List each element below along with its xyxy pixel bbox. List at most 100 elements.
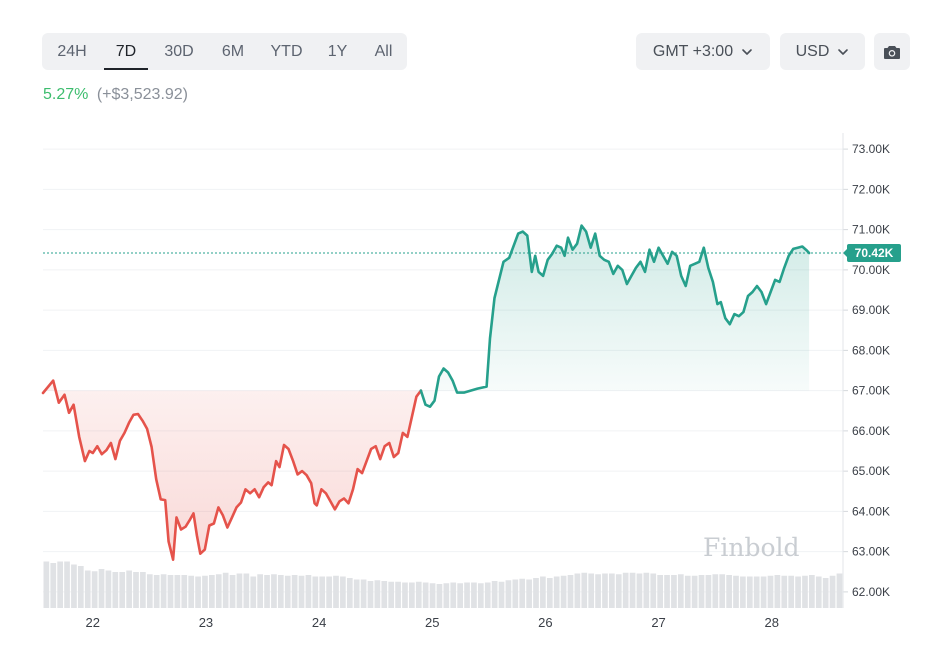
volume-bar: [174, 575, 181, 608]
volume-bar: [671, 575, 677, 608]
y-tick-label: 73.00K: [852, 142, 890, 156]
volume-bar: [822, 578, 829, 608]
volume-bar: [133, 572, 139, 608]
x-tick-label: 22: [86, 615, 100, 630]
volume-bar: [622, 572, 629, 608]
volume-bar: [691, 575, 698, 608]
volume-bar: [436, 584, 443, 608]
volume-bar: [643, 572, 650, 608]
volume-bar: [636, 573, 643, 608]
volume-bar: [491, 581, 498, 608]
volume-bar: [533, 578, 539, 608]
volume-bar: [112, 572, 119, 608]
change-absolute: (+$3,523.92): [96, 86, 189, 103]
volume-bar: [802, 575, 808, 608]
change-percent: 5.27%: [43, 86, 89, 103]
price-lines: [41, 224, 811, 561]
volume-bar: [477, 583, 484, 608]
volume-bar: [657, 575, 663, 608]
tab-7d[interactable]: 7D: [102, 33, 150, 70]
volume-bar: [664, 575, 670, 608]
volume-bar: [615, 574, 622, 608]
volume-bar: [119, 572, 126, 608]
volume-bar: [767, 575, 774, 608]
volume-bar: [353, 579, 360, 608]
timezone-dropdown[interactable]: GMT +3:00: [636, 33, 770, 70]
volume-bar: [388, 581, 395, 608]
volume-bar: [312, 576, 319, 608]
volume-bar: [160, 574, 167, 608]
volume-bar: [677, 574, 684, 608]
volume-bar: [719, 574, 726, 608]
volume-bars: [43, 561, 843, 608]
volume-bar: [243, 573, 250, 608]
timezone-label: GMT +3:00: [652, 42, 734, 60]
volume-bar: [540, 576, 546, 608]
volume-bar: [202, 575, 208, 608]
tab-6m[interactable]: 6M: [221, 43, 245, 60]
screenshot-button[interactable]: [874, 33, 910, 70]
volume-bar: [84, 570, 91, 608]
volume-bar: [305, 575, 312, 608]
volume-bar: [746, 576, 753, 608]
volume-bar: [409, 582, 415, 608]
volume-bar: [574, 573, 581, 608]
volume-bar: [98, 569, 105, 608]
volume-bar: [760, 576, 767, 608]
volume-bar: [726, 575, 732, 608]
volume-bar: [250, 576, 257, 608]
volume-bar: [277, 575, 284, 608]
finbold-watermark: Finbold: [703, 533, 800, 562]
current-price-marker: 70.42K: [43, 243, 901, 262]
time-range-tabs: 24H 7D 30D 6M YTD 1Y All: [42, 33, 407, 70]
volume-bar: [140, 572, 146, 608]
volume-bar: [298, 575, 305, 608]
price-change: 5.27% (+$3,523.92): [43, 86, 188, 104]
volume-bar: [64, 561, 70, 608]
volume-bar: [195, 576, 201, 608]
volume-bar: [684, 575, 691, 608]
currency-dropdown[interactable]: USD: [780, 33, 865, 70]
volume-bar: [815, 576, 822, 608]
volume-bar: [422, 582, 429, 608]
volume-bar: [774, 575, 781, 608]
tab-all[interactable]: All: [374, 43, 393, 60]
y-tick-label: 63.00K: [852, 545, 890, 559]
volume-bar: [215, 574, 222, 608]
volume-bar: [588, 573, 595, 608]
y-tick-label: 66.00K: [852, 424, 890, 438]
volume-bar: [609, 573, 615, 608]
tab-24h[interactable]: 24H: [57, 43, 87, 60]
volume-bar: [333, 575, 339, 608]
volume-bar: [546, 578, 553, 608]
tab-ytd[interactable]: YTD: [270, 43, 303, 60]
x-tick-label: 23: [199, 615, 213, 630]
y-tick-label: 65.00K: [852, 464, 890, 478]
volume-bar: [705, 575, 712, 608]
tab-1y[interactable]: 1Y: [327, 43, 348, 60]
volume-bar: [457, 583, 463, 608]
volume-bar: [346, 578, 353, 608]
volume-bar: [595, 574, 601, 608]
current-price-badge: [847, 243, 901, 262]
volume-bar: [740, 576, 746, 608]
volume-bar: [698, 575, 705, 608]
volume-bar: [788, 575, 795, 608]
volume-bar: [560, 575, 567, 608]
y-tick-label: 67.00K: [852, 384, 890, 398]
volume-bar: [753, 576, 760, 608]
volume-bar: [374, 580, 381, 608]
volume-bar: [340, 576, 346, 608]
volume-bar: [471, 582, 477, 608]
volume-bar: [264, 575, 270, 608]
y-axis-labels: 73.00K 72.00K 71.00K 70.00K 69.00K 68.00K 67.0…: [852, 142, 890, 599]
volume-bar: [629, 572, 636, 608]
volume-bar: [795, 576, 801, 608]
volume-bar: [367, 581, 374, 608]
volume-bar: [71, 564, 77, 608]
tab-30d[interactable]: 30D: [164, 43, 194, 60]
y-tick-label: 70.00K: [852, 263, 890, 277]
chevron-down-icon: [742, 48, 752, 55]
volume-bar: [415, 581, 422, 608]
